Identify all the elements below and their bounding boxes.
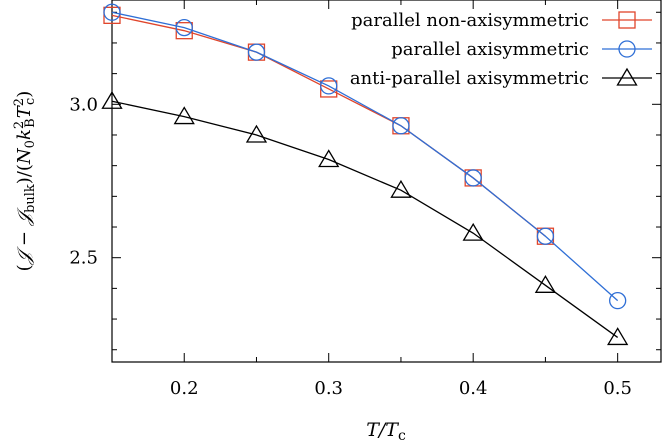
data-point-triangle (607, 327, 629, 346)
legend-marker-triangle (616, 67, 638, 86)
data-point-triangle (245, 124, 268, 143)
data-point-triangle (462, 222, 484, 241)
x-tick-label: 0.2 (170, 378, 199, 399)
data-point-circle (392, 117, 410, 135)
data-point-triangle (534, 275, 557, 293)
legend-label: parallel non-axisymmetric (351, 10, 589, 31)
data-point-triangle (101, 90, 123, 109)
data-point-triangle (318, 149, 340, 168)
legend: parallel non-axisymmetric parallel axisym… (350, 10, 652, 89)
series-line (111, 11, 619, 302)
legend-label: parallel axisymmetric (391, 39, 589, 60)
data-point-circle (464, 169, 482, 187)
data-point-circle (320, 77, 338, 95)
x-tick-label: 0.5 (603, 378, 632, 399)
legend-marker-square (618, 11, 636, 29)
data-point-circle (536, 227, 555, 245)
y-tick-label: 3.0 (69, 94, 98, 115)
series-triangle (101, 90, 629, 346)
series-group (101, 3, 629, 346)
series-line (111, 100, 619, 338)
x-tick-label: 0.4 (459, 378, 488, 399)
y-tick-label: 2.5 (69, 248, 98, 269)
data-point-triangle (173, 106, 195, 125)
x-tick-label: 0.3 (314, 378, 343, 399)
data-point-triangle (390, 179, 412, 198)
x-axis-label: T/Tc (366, 419, 406, 444)
tick-group: 0.2 0.3 0.4 0.5 2.5 3.0 (69, 0, 661, 399)
series-circle (103, 3, 627, 310)
data-point-circle (609, 291, 627, 310)
legend-label: anti-parallel axisymmetric (350, 68, 589, 89)
data-point-circle (175, 18, 193, 37)
data-point-circle (247, 43, 266, 61)
legend-marker-circle (618, 40, 636, 58)
data-point-circle (103, 3, 121, 21)
y-axis-label: (𝒥 − 𝒥bulk)/(N0k2BT2c) (12, 91, 38, 272)
plot-frame (111, 0, 662, 363)
